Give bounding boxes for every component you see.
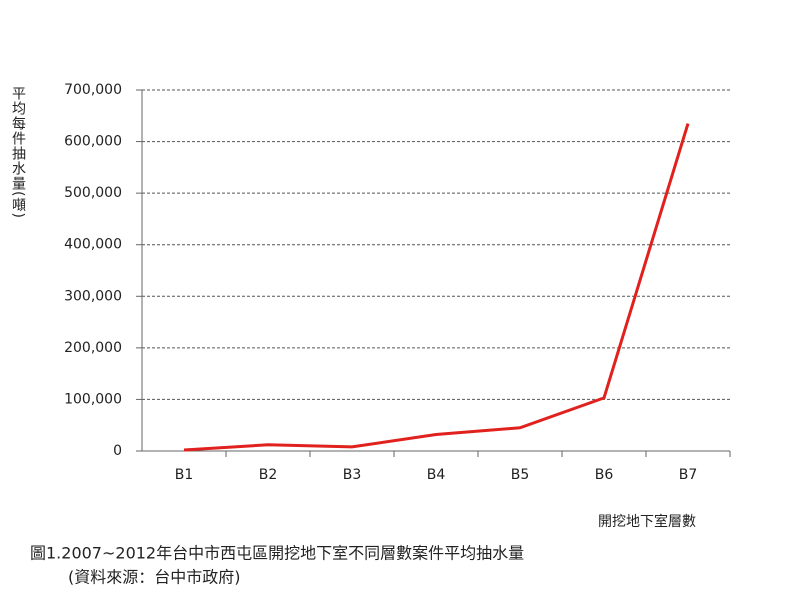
x-tick-label: B5 — [511, 467, 530, 483]
x-tick-label: B2 — [259, 467, 278, 483]
x-axis-label: 開挖地下室層數 — [598, 513, 696, 530]
y-tick-label: 500,000 — [64, 185, 122, 201]
y-tick-label: 200,000 — [64, 340, 122, 356]
y-tick-label: 300,000 — [64, 288, 122, 304]
y-tick-label: 700,000 — [64, 82, 122, 98]
chart-title: 圖1.2007~2012年台中市西屯區開挖地下室不同層數案件平均抽水量 — [30, 544, 524, 563]
y-tick-label: 100,000 — [64, 391, 122, 407]
y-tick-label: 400,000 — [64, 237, 122, 253]
x-tick-label: B3 — [343, 467, 362, 483]
y-tick-label: 600,000 — [64, 134, 122, 150]
x-tick-label: B6 — [595, 467, 614, 483]
x-tick-label: B1 — [175, 467, 194, 483]
x-tick-label: B7 — [679, 467, 698, 483]
y-tick-label: 0 — [113, 443, 122, 459]
line — [183, 123, 690, 452]
chart-subtitle: (資料來源：台中市政府) — [68, 568, 241, 587]
y-axis-label: 平均每件抽水量(噸) — [10, 86, 26, 219]
x-tick-label: B4 — [427, 467, 446, 483]
